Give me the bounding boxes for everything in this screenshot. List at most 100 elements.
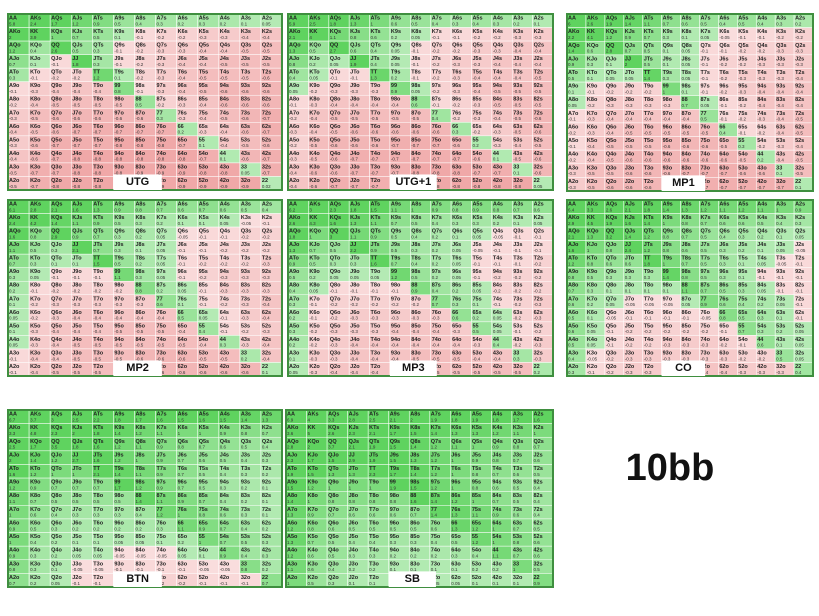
hand-ev: -0.1 [330, 289, 338, 294]
hand-name: A5s [738, 16, 748, 22]
hand-ev: 0.8 [241, 431, 248, 436]
hand-ev: 0.3 [30, 261, 37, 266]
hand-ev: -0.4 [30, 370, 38, 375]
hand-ev: 1.9 [606, 21, 613, 26]
hand-ev: 3.9 [30, 35, 37, 40]
hand-name: K8s [135, 29, 145, 35]
hand-ev: -0.4 [51, 329, 59, 334]
hand-ev: 0.05 [289, 89, 298, 94]
hand-ev: 0.2 [93, 526, 100, 531]
hand-ev: 0.5 [135, 103, 142, 108]
hand-name: K4o [587, 152, 598, 158]
hand-ev: -0.7 [350, 170, 358, 175]
hand-ev: -0.3 [472, 343, 480, 348]
hand-ev: -0.4 [534, 48, 542, 53]
hand-ev: 0.1 [51, 261, 58, 266]
hand-ev: 0.3 [472, 221, 479, 226]
hand-name: 85s [738, 97, 747, 103]
hand-ev: 0.5 [738, 21, 745, 26]
hand-ev: -0.1 [513, 234, 521, 239]
hand-ev: 0.7 [308, 540, 315, 545]
hand-name: 75o [432, 137, 442, 143]
hand-ev: 0.6 [391, 21, 398, 26]
hand-ev: 0.4 [241, 526, 248, 531]
hand-ev: 0.05 [157, 261, 166, 266]
hand-ev: -0.3 [587, 130, 595, 135]
hand-ev: 0.8 [663, 248, 670, 253]
hand-ev: -0.3 [330, 89, 338, 94]
hand-name: 83o [411, 164, 421, 170]
hand-ev: 0.5 [513, 485, 520, 490]
hand-ev: -0.05 [625, 302, 636, 307]
hand-name: 55 [199, 137, 205, 143]
hand-name: AQo [289, 43, 301, 49]
hand-ev: -0.05 [135, 554, 146, 559]
hand-ev: 0.6 [533, 458, 540, 463]
hand-ev: 0.6 [178, 207, 185, 212]
hand-ev: 0.7 [492, 499, 499, 504]
hand-ev: 0.4 [135, 21, 142, 26]
hand-name: Q2s [534, 43, 544, 49]
hand-ev: -0.8 [199, 170, 207, 175]
hand-ev: -0.3 [309, 103, 317, 108]
hand-name: K4s [220, 215, 230, 221]
hand-name: 93s [513, 83, 522, 89]
hand-ev: 0.3 [157, 526, 164, 531]
hand-ev: -0.2 [220, 261, 228, 266]
hand-ev: 0.6 [568, 302, 575, 307]
hand-name: 97o [663, 111, 673, 117]
hand-ev: -0.5 [350, 116, 358, 121]
hand-ev: -0.2 [663, 329, 671, 334]
hand-name: JJ [625, 56, 631, 62]
hand-ev: 0.5 [369, 526, 376, 531]
hand-name: 86o [682, 124, 692, 130]
hand-ev: 1.9 [287, 472, 294, 477]
hand-ev: -0.1 [432, 103, 440, 108]
hand-ev: 0.05 [157, 234, 166, 239]
hand-name: 64o [178, 151, 188, 157]
hand-name: 54o [199, 151, 209, 157]
hand-ev: 0.8 [663, 234, 670, 239]
hand-ev: -0.8 [135, 143, 143, 148]
hand-ev: -0.5 [625, 130, 633, 135]
hand-ev: 0.9 [472, 458, 479, 463]
hand-ev: -0.1 [199, 234, 207, 239]
hand-ev: 0.2 [262, 567, 269, 572]
hand-ev: 6.4 [568, 207, 575, 212]
hand-ev: -0.4 [472, 89, 480, 94]
hand-ev: 5.8 [9, 21, 16, 26]
hand-ev: 4.2 [30, 221, 37, 226]
hand-name: A9o [568, 84, 579, 90]
hand-name: 96s [719, 84, 728, 90]
hand-name: QJs [350, 43, 360, 49]
hand-ev: -0.7 [452, 157, 460, 162]
hand-ev: 0.3 [262, 554, 269, 559]
hand-ev: -0.1 [719, 103, 727, 108]
hand-ev: -0.3 [330, 343, 338, 348]
hand-ev: -0.8 [432, 170, 440, 175]
hand-ev: 0.6 [157, 302, 164, 307]
hand-name: T9o [93, 83, 103, 89]
hand-name: Q3o [606, 165, 617, 171]
hand-ev: -0.3 [51, 316, 59, 321]
hand-ev: 0.8 [369, 499, 376, 504]
hand-ev: 1.1 [114, 275, 121, 280]
hand-ev: 1.1 [371, 221, 378, 226]
hand-name: Q5s [738, 43, 748, 49]
hand-ev: -0.7 [411, 143, 419, 148]
hand-ev: -0.8 [452, 170, 460, 175]
hand-ev: 0.2 [493, 221, 500, 226]
hand-ev: -0.4 [157, 316, 165, 321]
hand-name: J2s [534, 56, 543, 62]
hand-ev: 0.5 [700, 248, 707, 253]
hand-name: KTs [93, 215, 103, 221]
hand-name: 64o [452, 151, 462, 157]
hand-ev: -0.3 [776, 49, 784, 54]
hand-name: JTo [625, 70, 635, 76]
hand-ev: 2.6 [328, 431, 335, 436]
hand-ev: 0.1 [262, 370, 269, 375]
hand-ev: 1.3 [289, 248, 296, 253]
hand-name: K6s [178, 215, 188, 221]
hand-ev: -0.7 [51, 157, 59, 162]
hand-name: 72s [534, 110, 543, 116]
